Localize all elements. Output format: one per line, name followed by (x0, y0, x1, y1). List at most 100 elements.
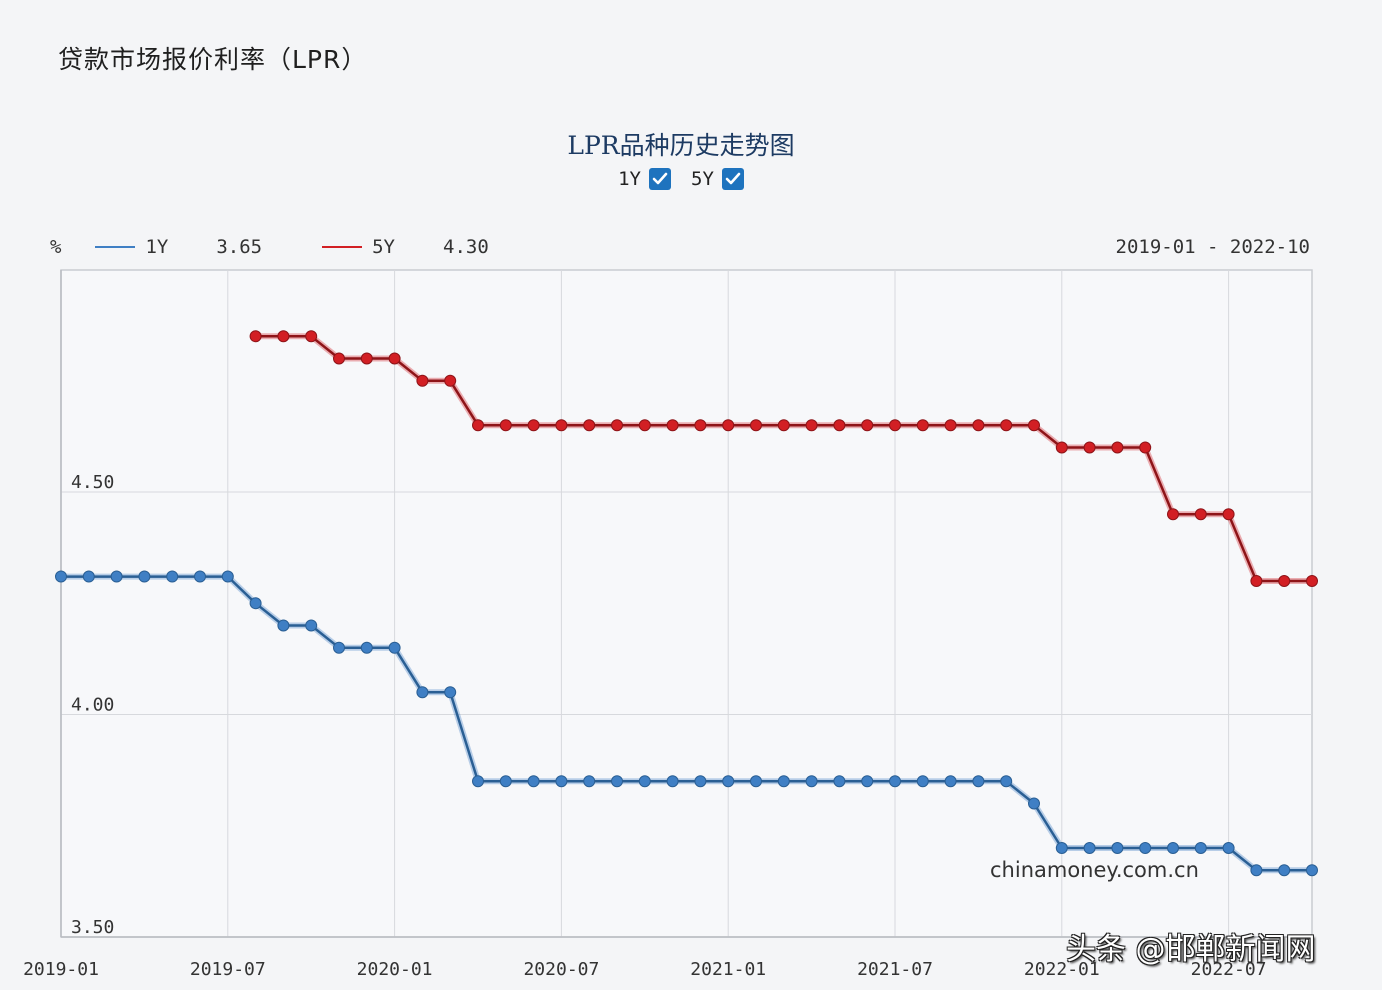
x-tick-label: 2020-07 (523, 959, 599, 980)
toggle-5y[interactable]: 5Y (691, 168, 744, 190)
data-point (1083, 842, 1096, 854)
legend-label: 1Y (145, 236, 169, 258)
data-point (1222, 842, 1235, 854)
data-point (472, 775, 484, 788)
data-point (1000, 419, 1013, 432)
data-point (55, 570, 67, 583)
data-point (1194, 508, 1207, 521)
data-point (527, 419, 540, 432)
data-point (1306, 575, 1318, 587)
x-tick-label: 2022-07 (1191, 959, 1267, 980)
x-tick-label: 2020-01 (357, 959, 433, 980)
page-title: 贷款市场报价利率（LPR） (58, 45, 368, 74)
data-point (388, 352, 401, 365)
data-point (1111, 842, 1124, 854)
data-point (944, 775, 957, 788)
y-unit-label: % (50, 236, 62, 258)
data-point (1055, 842, 1068, 854)
data-point (194, 570, 206, 583)
data-point (388, 641, 401, 654)
data-point (833, 419, 846, 432)
data-point (722, 419, 735, 432)
author-watermark: 头条 @邯郸新闻网 (1066, 932, 1316, 967)
data-point (249, 330, 262, 343)
data-point (1222, 508, 1235, 521)
data-point (1028, 419, 1040, 432)
plot-area (60, 269, 1313, 938)
x-tick-label: 2021-01 (690, 959, 766, 980)
data-point (138, 570, 151, 583)
data-point (1250, 864, 1263, 877)
data-point (1278, 864, 1291, 877)
data-point (1139, 441, 1152, 454)
data-point (777, 775, 790, 788)
data-point (666, 419, 679, 432)
series-toggles: 1Y 5Y (0, 168, 1362, 190)
y-tick-label: 4.50 (71, 472, 114, 493)
data-point (360, 641, 373, 654)
data-point (305, 330, 318, 343)
toggle-1y[interactable]: 1Y (618, 168, 671, 190)
data-point (694, 775, 707, 788)
data-point (110, 570, 123, 583)
data-point (555, 775, 568, 788)
legend-item-1y[interactable]: 1Y 3.65 (95, 236, 262, 258)
data-point (444, 686, 457, 699)
data-point (972, 775, 985, 788)
data-point (1083, 441, 1096, 454)
data-point (1194, 842, 1207, 854)
series-line-1y (61, 575, 1312, 872)
x-tick-label: 2022-01 (1024, 959, 1100, 980)
date-range-label: 2019-01 - 2022-10 (1115, 236, 1310, 258)
data-point (1306, 864, 1318, 877)
data-point (1278, 575, 1291, 587)
toggle-5y-label: 5Y (691, 168, 714, 190)
data-point (638, 775, 651, 788)
y-tick-label: 4.00 (71, 695, 114, 716)
x-tick-label: 2019-07 (190, 959, 266, 980)
data-point (249, 597, 262, 610)
data-point (1055, 441, 1068, 454)
data-point (1111, 441, 1124, 454)
data-point (611, 775, 623, 788)
data-point (221, 570, 234, 583)
toggle-1y-label: 1Y (618, 168, 641, 190)
data-point (583, 419, 596, 432)
data-point (333, 641, 345, 654)
data-point (1167, 508, 1179, 521)
x-tick-label: 2019-01 (23, 959, 99, 980)
data-point (333, 352, 345, 365)
data-point (805, 419, 818, 432)
data-point (1000, 775, 1013, 788)
legend-label: 5Y (372, 236, 395, 258)
legend-item-5y[interactable]: 5Y 4.30 (322, 236, 489, 258)
chart-title: LPR品种历史走势图 (567, 131, 795, 160)
data-point (1139, 842, 1152, 854)
data-point (1028, 797, 1040, 810)
data-point (527, 775, 540, 788)
data-point (805, 775, 818, 788)
data-point (694, 419, 707, 432)
data-point (916, 419, 929, 432)
legend-value: 3.65 (216, 236, 263, 258)
data-point (305, 619, 318, 632)
checkbox-checked-icon[interactable] (649, 168, 671, 190)
data-point (555, 419, 568, 432)
data-point (1250, 575, 1263, 587)
y-tick-label: 3.50 (71, 917, 114, 938)
legend-value: 4.30 (443, 236, 489, 258)
data-point (82, 570, 95, 583)
data-point (666, 775, 679, 788)
data-point (166, 570, 179, 583)
data-point (833, 775, 846, 788)
data-point (861, 419, 874, 432)
checkbox-checked-icon[interactable] (721, 168, 744, 190)
x-tick-label: 2021-07 (857, 959, 933, 980)
data-point (360, 352, 373, 365)
data-point (916, 775, 929, 788)
legend-line-icon (95, 246, 136, 248)
data-point (889, 775, 901, 788)
data-point (583, 775, 596, 788)
data-point (972, 419, 985, 432)
